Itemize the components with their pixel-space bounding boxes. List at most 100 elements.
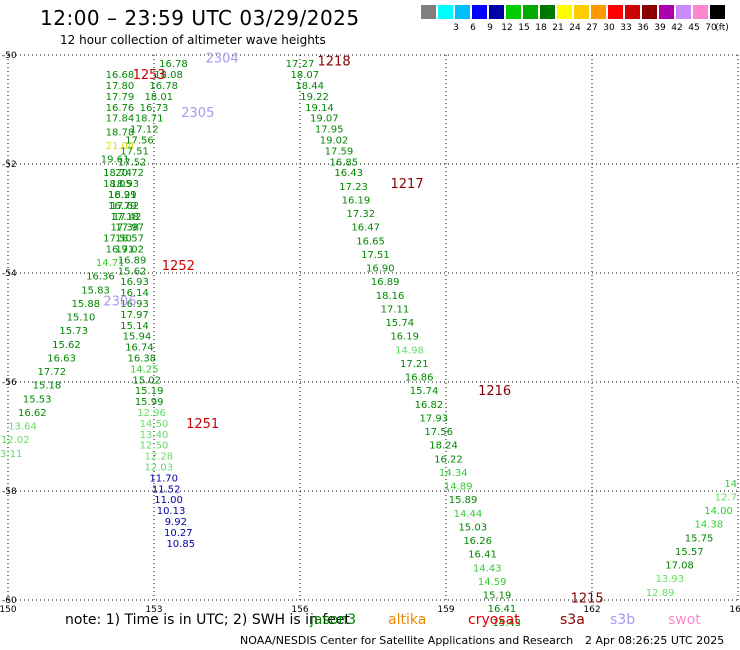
legend-swatch — [472, 5, 487, 19]
wave-height-point: 16.57 — [115, 234, 144, 245]
wave-height-point: 11.52 — [152, 484, 181, 495]
wave-height-point: 17.21 — [400, 359, 429, 370]
legend-label: 30 — [603, 23, 615, 33]
wave-height-point: 15.19 — [483, 591, 512, 602]
wave-height-point: 16.19 — [342, 195, 371, 206]
wave-height-point: 17.11 — [381, 304, 410, 315]
legend-swatch — [523, 5, 538, 19]
wave-height-point: 12.50 — [140, 441, 169, 452]
wave-height-point: 14.59 — [478, 577, 507, 588]
wave-height-point: 18.01 — [145, 92, 174, 103]
wave-height-point: 16.82 — [415, 400, 444, 411]
wave-height-point: 15.19 — [135, 386, 164, 397]
wave-height-point: 18.07 — [291, 70, 320, 81]
wave-height-point: 18.16 — [376, 291, 405, 302]
wave-height-point: 16.47 — [351, 223, 380, 234]
wave-height-point: 18.74 — [103, 168, 132, 179]
wave-height-point: 18.05 — [103, 179, 132, 190]
wave-height-point: 16.76 — [106, 103, 135, 114]
wave-height-point: 17.42 — [113, 212, 142, 223]
wave-height-point: 18.21 — [108, 190, 137, 201]
legend-label: 33 — [620, 23, 632, 33]
wave-height-point: 16.90 — [366, 264, 395, 275]
wave-height-point: 15.62 — [118, 266, 147, 277]
wave-height-point: 17.08 — [665, 561, 694, 572]
wave-height-point: 10.27 — [164, 528, 193, 539]
wave-height-point: 21.04 — [106, 141, 135, 152]
wave-height-point: 18.71 — [135, 114, 164, 125]
legend-label: 6 — [470, 23, 476, 33]
wave-height-point: 17.52 — [118, 157, 147, 168]
wave-height-point: 17.97 — [115, 223, 144, 234]
legend-label: 36 — [637, 23, 649, 33]
track-pass-label: 1252 — [162, 259, 195, 274]
wave-height-point: 15.75 — [685, 533, 714, 544]
legend-swatch — [438, 5, 453, 19]
wave-height-point: 14.44 — [454, 509, 483, 520]
wave-height-point: 11.00 — [154, 495, 183, 506]
legend-label: 39 — [654, 23, 666, 33]
legend-label: 18 — [535, 23, 547, 33]
wave-height-point: 12.89 — [646, 588, 675, 599]
wave-height-point: 14.89 — [444, 482, 473, 493]
wave-height-point: 16.36 — [86, 272, 115, 283]
wave-height-point: 15.02 — [132, 375, 161, 386]
wave-height-point: 18.08 — [154, 70, 183, 81]
legend-swatch — [710, 5, 725, 19]
wave-height-point: 16.86 — [405, 373, 434, 384]
legend-swatch — [455, 5, 470, 19]
wave-height-point: 17.02 — [115, 244, 144, 255]
wave-height-point: 14.25 — [130, 364, 159, 375]
x-tick-label: 156 — [291, 605, 308, 615]
wave-height-point: 12.03 — [145, 462, 174, 473]
track-pass-label: 1253 — [133, 68, 166, 83]
wave-height-point: 17.95 — [315, 125, 344, 136]
wave-height-point: 12.96 — [137, 408, 166, 419]
x-tick-label: 150 — [0, 605, 17, 615]
wave-height-point: 13.93 — [656, 574, 685, 585]
track-pass-label: 2306 — [103, 294, 136, 309]
x-tick-label: 165 — [729, 605, 740, 615]
wave-height-point: 10.13 — [157, 506, 186, 517]
wave-height-point: 15.62 — [52, 340, 81, 351]
wave-height-point: 17.23 — [339, 182, 368, 193]
wave-height-point: 15.83 — [81, 285, 110, 296]
satellite-swot: swot — [668, 612, 701, 628]
wave-height-point: 16.41 — [488, 604, 517, 615]
wave-height-point: 19.61 — [101, 155, 130, 166]
wave-height-point: 17.79 — [106, 92, 135, 103]
wave-height-point: 14.34 — [439, 468, 468, 479]
wave-height-point: 15.73 — [59, 326, 88, 337]
wave-height-point: 16.78 — [159, 59, 188, 70]
legend-swatch — [608, 5, 623, 19]
wave-height-point: 9.92 — [165, 517, 187, 528]
wave-height-point: 16.91 — [106, 244, 135, 255]
wave-height-point: 14.71 — [96, 258, 125, 269]
satellite-s3b: s3b — [610, 612, 636, 628]
wave-height-point: 15.18 — [33, 381, 62, 392]
wave-height-point: 19.07 — [310, 114, 339, 125]
legend-swatch — [540, 5, 555, 19]
wave-height-point: 16.62 — [18, 408, 47, 419]
legend-swatch — [489, 5, 504, 19]
wave-height-point: 16.26 — [463, 536, 492, 547]
wave-height-point: 17.18 — [110, 212, 139, 223]
wave-height-point: 12.28 — [145, 452, 174, 463]
legend-label: 70 — [705, 23, 717, 33]
legend-swatch — [421, 5, 436, 19]
wave-height-point: 16.93 — [120, 299, 149, 310]
y-tick-label: -56 — [2, 378, 17, 388]
legend-label: 12 — [501, 23, 513, 33]
chart-subtitle: 12 hour collection of altimeter wave hei… — [60, 33, 326, 47]
wave-height-point: 15.03 — [458, 522, 487, 533]
wave-height-point: 17.51 — [120, 146, 149, 157]
x-tick-label: 162 — [583, 605, 600, 615]
wave-height-point: 18.93 — [110, 179, 139, 190]
legend-label: 21 — [552, 23, 564, 33]
legend-label: 9 — [487, 23, 493, 33]
wave-height-point: 16.43 — [334, 168, 363, 179]
wave-height-point: 13.11 — [0, 449, 22, 460]
chart-title: 12:00 – 23:59 UTC 03/29/2025 — [40, 6, 360, 30]
y-tick-label: -60 — [2, 596, 17, 606]
